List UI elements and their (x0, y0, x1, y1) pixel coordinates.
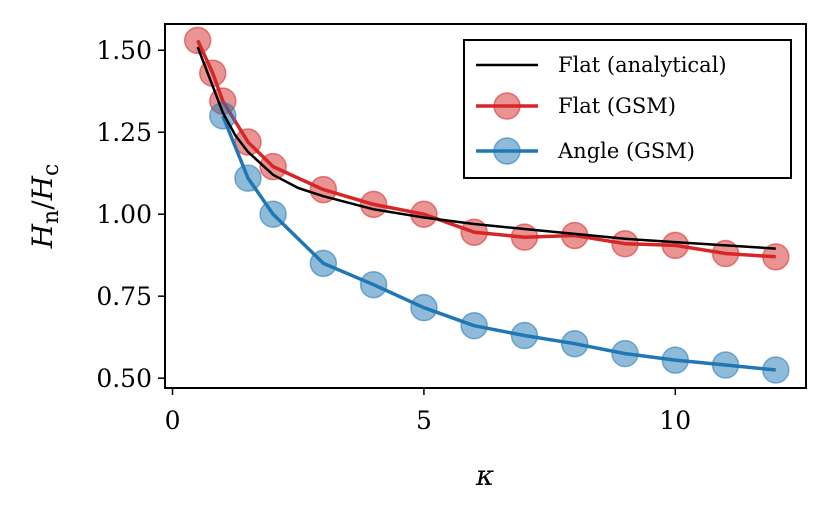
plot-marks (183, 26, 790, 384)
x-tick-label-2: 10 (659, 406, 691, 435)
y-tick-label-0: 0.50 (96, 364, 152, 393)
series-point-angle-gsm-7 (510, 321, 539, 350)
legend-label-flat-analytical: Flat (analytical) (558, 53, 727, 77)
series-point-angle-gsm-12 (762, 356, 790, 384)
legend-label-angle-gsm: Angle (GSM) (557, 139, 695, 163)
x-axis-label: κ (475, 459, 494, 492)
series-point-flat-gsm-14 (762, 243, 790, 271)
x-tick-label-0: 0 (165, 406, 181, 435)
legend-label-flat-gsm: Flat (GSM) (558, 94, 676, 118)
legend-marker-flat-gsm (493, 92, 521, 120)
series-point-angle-gsm-3 (309, 249, 338, 278)
series-point-angle-gsm-6 (460, 311, 488, 340)
series-point-flat-gsm-0 (183, 26, 212, 55)
y-axis-label-h1: H (26, 223, 59, 249)
series-point-flat-gsm-6 (359, 190, 388, 219)
series-point-angle-gsm-10 (661, 346, 690, 374)
y-tick-label-2: 1.00 (96, 200, 152, 229)
x-tick-label-1: 5 (416, 406, 432, 435)
series-point-angle-gsm-11 (711, 351, 740, 379)
y-axis-label: Hn/Hc (26, 164, 64, 250)
series-point-flat-gsm-7 (410, 200, 438, 228)
y-tick-label-4: 1.50 (96, 36, 152, 65)
series-point-flat-gsm-4 (259, 152, 287, 181)
series-point-flat-gsm-11 (611, 229, 639, 258)
series-point-angle-gsm-2 (259, 200, 287, 228)
y-axis-label-slash: / (26, 200, 59, 210)
series-point-angle-gsm-4 (359, 270, 388, 299)
legend-marker-angle-gsm (493, 137, 521, 165)
series-point-flat-gsm-5 (309, 175, 338, 204)
series-point-angle-gsm-0 (209, 102, 237, 130)
series-line-flat-analytical (196, 46, 776, 250)
y-axis-label-sub1: n (39, 210, 64, 224)
series-point-angle-gsm-5 (410, 293, 438, 322)
y-tick-label-3: 1.25 (96, 118, 152, 147)
y-axis-label-h2: H (26, 175, 59, 201)
series-point-angle-gsm-9 (611, 339, 639, 368)
plot-frame (164, 23, 807, 389)
axis-ticks: 0 5 10 0.50 0.75 1.00 1.25 1.50 (96, 36, 691, 435)
y-tick-label-1: 0.75 (96, 282, 152, 311)
y-axis-label-sub2: c (39, 164, 64, 176)
series-point-angle-gsm-8 (560, 329, 589, 358)
legend: Flat (analytical) Flat (GSM) Angle (GSM) (463, 39, 792, 179)
series-point-flat-gsm-12 (661, 231, 690, 260)
series-point-angle-gsm-1 (234, 164, 262, 192)
